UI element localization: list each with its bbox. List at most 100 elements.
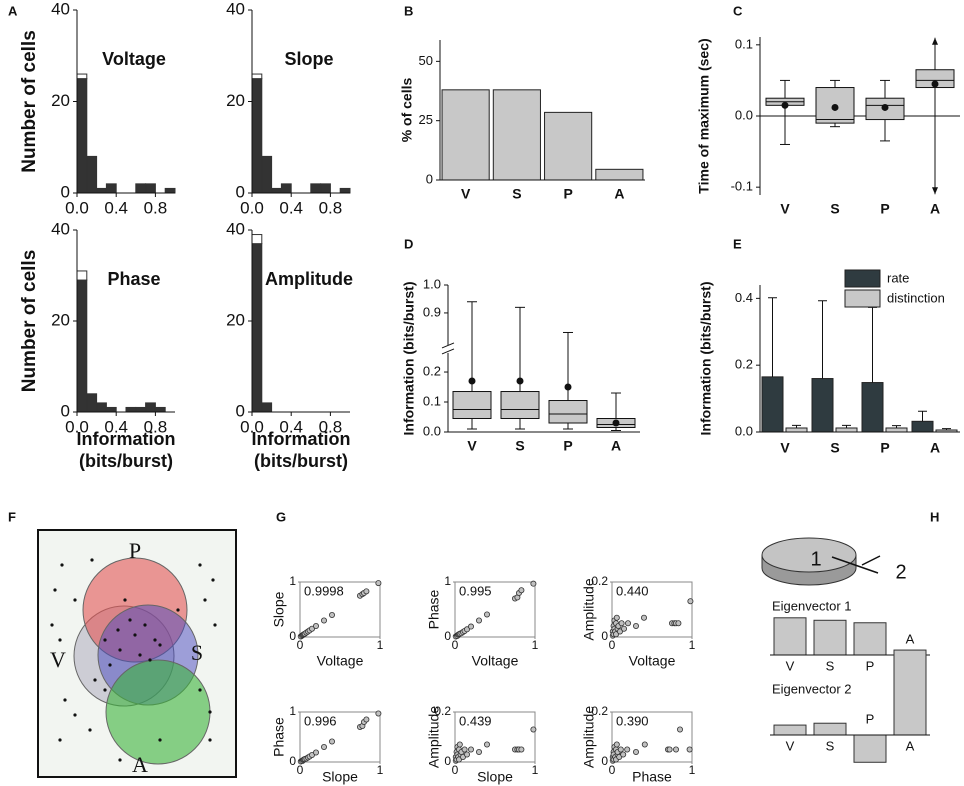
y-axis-label: Phase [426,589,442,629]
x-tick-label: 0.4 [104,198,128,217]
venn-circle [105,659,211,765]
histogram-bar [76,279,88,413]
bar [544,111,593,181]
y-axis-label: Number of cells [19,250,40,393]
disk-label: 2 [895,561,906,583]
point [483,611,490,618]
point [518,746,525,753]
histogram-bar [145,183,156,194]
y-tick-label: 0.2 [591,574,608,588]
x-axis-label: Phase [632,769,672,785]
y-tick-label: 0 [601,629,608,643]
y-tick-label: 20 [226,91,245,110]
point [633,749,640,756]
chart-title: Slope [284,49,333,69]
chart-title: Voltage [102,49,166,69]
x-tick-label: P [880,440,889,456]
point [463,626,470,633]
point [613,631,620,638]
x-tick-label: P [563,438,572,454]
category-label: S [826,738,835,753]
legend-label: distinction [887,290,945,305]
venn-dot [73,713,77,717]
bar [835,427,858,433]
y-tick-label: 0.2 [423,363,441,378]
venn-diagram: P V S A [37,529,237,778]
point [677,726,684,733]
x-tick-label: V [461,186,471,202]
point [621,625,628,632]
venn-dot [158,738,162,742]
histogram-bar [310,183,322,194]
mean [781,101,789,109]
disk-arrow [831,555,881,574]
point [312,749,319,756]
y-tick-label: 0 [289,754,296,768]
bar [811,378,834,433]
x-tick-label: 1 [689,638,696,652]
plot-frame [454,581,536,638]
point [461,746,468,753]
box [548,400,588,424]
category-label: A [906,738,915,753]
venn-label: S [191,640,203,665]
disk-top [761,537,857,573]
histogram-bar [105,406,117,413]
y-tick-label: 0.1 [735,36,753,51]
y-tick-label: 25 [419,112,433,127]
y-axis-label: Amplitude [581,578,597,640]
y-tick-label: 40 [51,0,70,18]
point [641,741,648,748]
histogram-bar [261,402,273,413]
y-axis-label: Information (bits/burst) [401,282,417,436]
venn-dot [90,558,94,562]
point [375,580,382,587]
plot-frame [454,711,536,763]
x-tick-label: 0.0 [240,417,264,436]
panel-label: E [733,236,742,251]
venn-dot [198,563,202,567]
point [328,738,335,745]
x-axis-label: Voltage [472,653,519,669]
point [320,617,327,624]
plot-frame [611,581,693,638]
y-tick-label: 0 [61,401,70,420]
x-tick-label: 1 [532,763,539,777]
bar [773,724,807,736]
y-tick-label: 0 [444,629,451,643]
plot-frame [611,711,693,763]
histogram-bar [76,270,88,281]
x-tick-label: 1 [377,638,384,652]
mean [881,103,889,111]
y-tick-label: 0 [236,182,245,201]
venn-dot [103,688,107,692]
point [463,751,470,758]
bar [813,722,847,736]
point [483,741,490,748]
y-axis-label: Information (bits/burst) [698,282,714,436]
histogram-bar [135,183,147,194]
category-label: A [906,631,915,646]
bar [861,382,884,433]
venn-dot [143,623,147,627]
legend-swatch [844,269,881,288]
y-axis-label: Phase [271,717,287,757]
panel-label: C [733,3,743,18]
y-axis-label: Amplitude [426,706,442,768]
category-label: P [866,658,875,673]
error-bar [868,306,877,383]
y-tick-label: 1.0 [423,276,441,291]
x-tick-label: S [515,438,524,454]
venn-dot [158,643,162,647]
x-tick-label: 0.0 [240,198,264,217]
y-tick-label: 0.0 [735,107,753,122]
point [641,614,648,621]
y-axis-label: % of cells [399,78,415,143]
y-axis-label: Amplitude [581,706,597,768]
bar [761,376,784,433]
point [633,623,640,630]
x-tick-label: 0 [297,638,304,652]
y-tick-label: 0 [601,754,608,768]
venn-dot [116,628,120,632]
x-axis-label: Voltage [317,653,364,669]
